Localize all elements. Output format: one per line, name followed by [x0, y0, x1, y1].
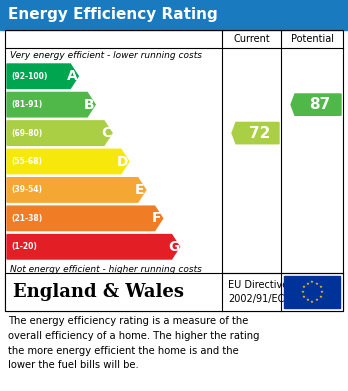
- Text: ★: ★: [318, 295, 322, 299]
- Text: Very energy efficient - lower running costs: Very energy efficient - lower running co…: [10, 50, 202, 59]
- Text: (39-54): (39-54): [11, 185, 42, 194]
- Text: B: B: [84, 98, 95, 112]
- Text: Energy Efficiency Rating: Energy Efficiency Rating: [8, 7, 218, 23]
- Text: ★: ★: [318, 285, 322, 289]
- Text: F: F: [152, 212, 161, 225]
- Polygon shape: [7, 149, 129, 174]
- Text: Current: Current: [233, 34, 270, 44]
- Text: EU Directive
2002/91/EC: EU Directive 2002/91/EC: [228, 280, 288, 304]
- Polygon shape: [7, 206, 163, 231]
- Text: (1-20): (1-20): [11, 242, 37, 251]
- Text: A: A: [67, 69, 78, 83]
- Text: ★: ★: [315, 282, 319, 286]
- Text: ★: ★: [320, 290, 324, 294]
- Polygon shape: [291, 94, 341, 115]
- Polygon shape: [7, 178, 146, 202]
- Bar: [284, 276, 340, 308]
- Polygon shape: [232, 122, 279, 144]
- Text: E: E: [135, 183, 144, 197]
- Polygon shape: [7, 64, 78, 88]
- Text: (92-100): (92-100): [11, 72, 47, 81]
- Text: ★: ★: [305, 298, 309, 302]
- Text: (69-80): (69-80): [11, 129, 42, 138]
- Text: ★: ★: [302, 295, 306, 299]
- Text: ★: ★: [305, 282, 309, 286]
- Text: The energy efficiency rating is a measure of the
overall efficiency of a home. T: The energy efficiency rating is a measur…: [8, 316, 260, 370]
- Text: ★: ★: [315, 298, 319, 302]
- Text: C: C: [101, 126, 111, 140]
- Text: (21-38): (21-38): [11, 214, 42, 223]
- Polygon shape: [7, 235, 180, 259]
- Text: ★: ★: [302, 285, 306, 289]
- Bar: [5, 30, 343, 311]
- Text: ★: ★: [310, 300, 314, 303]
- Text: ★: ★: [300, 290, 304, 294]
- Text: Not energy efficient - higher running costs: Not energy efficient - higher running co…: [10, 264, 202, 273]
- Polygon shape: [7, 92, 95, 117]
- Polygon shape: [7, 121, 112, 145]
- Text: G: G: [168, 240, 179, 254]
- Text: 72: 72: [249, 126, 270, 141]
- Bar: [0, 0, 348, 30]
- Text: D: D: [117, 154, 129, 169]
- Bar: [5, 273, 343, 311]
- Text: 87: 87: [309, 97, 331, 112]
- Text: Potential: Potential: [291, 34, 333, 44]
- Text: England & Wales: England & Wales: [13, 283, 184, 301]
- Text: (81-91): (81-91): [11, 100, 42, 109]
- Text: ★: ★: [310, 280, 314, 284]
- Text: (55-68): (55-68): [11, 157, 42, 166]
